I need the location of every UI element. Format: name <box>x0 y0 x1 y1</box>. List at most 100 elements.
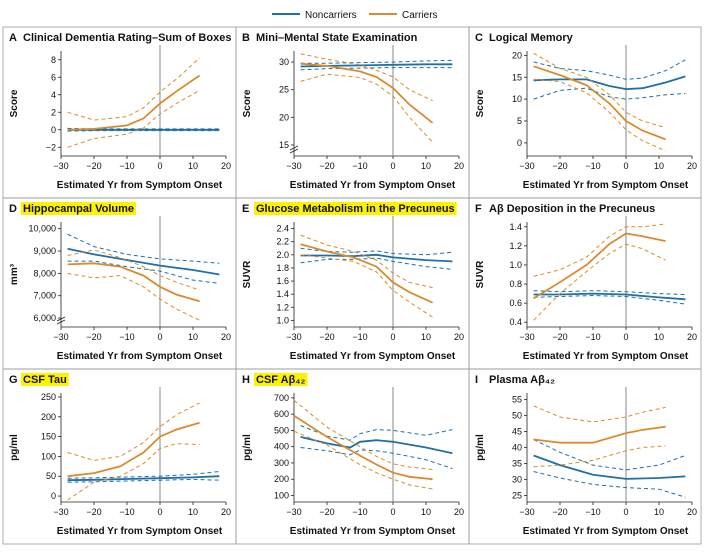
x-tick-label: 20 <box>687 332 697 342</box>
y-tick-label: 20 <box>279 112 289 122</box>
ci-upper-line <box>300 247 453 256</box>
y-tick-label: 200 <box>274 474 289 484</box>
panel-border <box>2 26 237 199</box>
y-tick-label: 1.0 <box>509 260 522 270</box>
x-tick-label: −20 <box>552 161 567 171</box>
y-tick-label: 45 <box>512 426 522 436</box>
carriers-series <box>533 405 666 468</box>
panel-title: Glucose Metabolism in the Precuneus <box>256 203 455 215</box>
panel-border <box>235 197 470 370</box>
x-axis-label: Estimated Yr from Symptom Onset <box>523 180 689 191</box>
y-tick-label: 200 <box>41 412 56 422</box>
panel-title: Clinical Dementia Rating–Sum of Boxes <box>23 32 231 44</box>
ci-lower-line <box>533 445 666 468</box>
y-tick-label: 2.2 <box>276 237 289 247</box>
y-tick-label: 30 <box>512 475 522 485</box>
x-tick-label: −10 <box>352 507 367 517</box>
panel-a: A Clinical Dementia Rating–Sum of Boxes −3… <box>2 26 237 199</box>
panel-h: H CSF Aβ₄₂ −30 −20 −10 0 10 20 100 200 300 400 500 60… <box>235 368 470 545</box>
mean-line <box>300 436 453 455</box>
y-tick-label: 2.0 <box>276 250 289 260</box>
ci-upper-line <box>533 290 686 295</box>
ci-upper-line <box>300 234 433 289</box>
x-axis-label: Estimated Yr from Symptom Onset <box>57 180 223 191</box>
y-tick-label: 10,000 <box>28 224 56 234</box>
x-tick-label: 20 <box>454 332 464 342</box>
y-tick-label: 6,000 <box>33 313 56 323</box>
ci-upper-line <box>300 425 453 441</box>
y-tick-label: 25 <box>279 85 289 95</box>
x-tick-label: −30 <box>519 507 534 517</box>
panel-b: B Mini–Mental State Examination −30 −20 −10 0… <box>235 26 470 199</box>
panel-letter: B <box>242 32 250 44</box>
mean-line <box>293 415 433 481</box>
ci-upper-line <box>300 53 433 102</box>
legend-carriers-label: Carriers <box>402 10 438 21</box>
y-tick-label: 2 <box>51 107 56 117</box>
ci-lower-line <box>533 471 686 498</box>
mean-line <box>533 425 666 444</box>
y-tick-label: 700 <box>274 393 289 403</box>
x-axis-label: Estimated Yr from Symptom Onset <box>290 526 456 537</box>
y-tick-label: 0 <box>51 491 56 501</box>
x-tick-label: 0 <box>157 507 162 517</box>
x-tick-label: −20 <box>552 507 567 517</box>
y-tick-label: 1.4 <box>509 222 522 232</box>
ci-lower-line <box>300 73 433 143</box>
ci-lower-line <box>67 272 200 321</box>
x-tick-label: 10 <box>654 507 664 517</box>
x-axis-label: Estimated Yr from Symptom Onset <box>290 180 456 191</box>
y-axis-break <box>289 145 299 154</box>
y-tick-label: 6 <box>51 72 56 82</box>
y-tick-label: 8,000 <box>33 268 56 278</box>
carriers-series <box>293 399 433 490</box>
x-axis-label: Estimated Yr from Symptom Onset <box>290 351 456 362</box>
x-tick-label: −10 <box>585 332 600 342</box>
mean-line <box>533 292 686 301</box>
ci-upper-line <box>67 249 200 291</box>
carriers-series <box>67 57 201 148</box>
panel-letter: C <box>475 32 483 44</box>
x-tick-label: −20 <box>86 507 101 517</box>
y-tick-label: 8 <box>51 55 56 65</box>
x-tick-label: 20 <box>454 161 464 171</box>
mean-line <box>67 475 220 482</box>
x-tick-label: 20 <box>687 507 697 517</box>
ci-lower-line <box>300 447 453 470</box>
ci-upper-line <box>67 471 220 479</box>
panel-title: CSF Aβ₄₂ <box>256 374 306 386</box>
y-tick-label: 100 <box>41 451 56 461</box>
noncarriers-series <box>300 247 453 270</box>
ci-lower-line <box>533 294 686 305</box>
panel-title: Aβ Deposition in the Precuneus <box>489 203 655 215</box>
y-axis-label: Score <box>242 89 253 117</box>
y-tick-label: 400 <box>274 442 289 452</box>
x-tick-label: −10 <box>352 161 367 171</box>
panel-border <box>235 26 470 199</box>
x-axis-label: Estimated Yr from Symptom Onset <box>57 526 223 537</box>
panel-border <box>468 197 702 370</box>
ci-lower-line <box>67 89 200 148</box>
x-tick-label: 20 <box>221 507 231 517</box>
panel-letter: I <box>475 374 478 386</box>
panel-title: Hippocampal Volume <box>23 203 134 215</box>
x-axis-label: Estimated Yr from Symptom Onset <box>523 526 689 537</box>
panel-letter: H <box>242 374 250 386</box>
panel-border <box>235 368 470 545</box>
ci-lower-line <box>533 78 666 152</box>
panel-e: E Glucose Metabolism in the Precuneus −30 −… <box>235 197 470 370</box>
y-tick-label: 500 <box>274 425 289 435</box>
x-tick-label: 0 <box>623 332 628 342</box>
panel-letter: E <box>242 203 249 215</box>
y-tick-label: 0.4 <box>509 317 522 327</box>
y-axis-label: pg/ml <box>9 434 20 461</box>
panel-d: D Hippocampal Volume −30 −20 −10 0 10 20 6,000 7,… <box>2 197 237 370</box>
x-axis-label: Estimated Yr from Symptom Onset <box>57 351 223 362</box>
panel-letter: F <box>475 203 482 215</box>
y-tick-label: 1.0 <box>276 315 289 325</box>
panel-f: F Aβ Deposition in the Precuneus −30 −20 −10… <box>468 197 702 370</box>
mean-line <box>300 62 434 124</box>
x-tick-label: −30 <box>286 507 301 517</box>
ci-lower-line <box>67 478 220 483</box>
y-tick-label: 50 <box>46 471 56 481</box>
